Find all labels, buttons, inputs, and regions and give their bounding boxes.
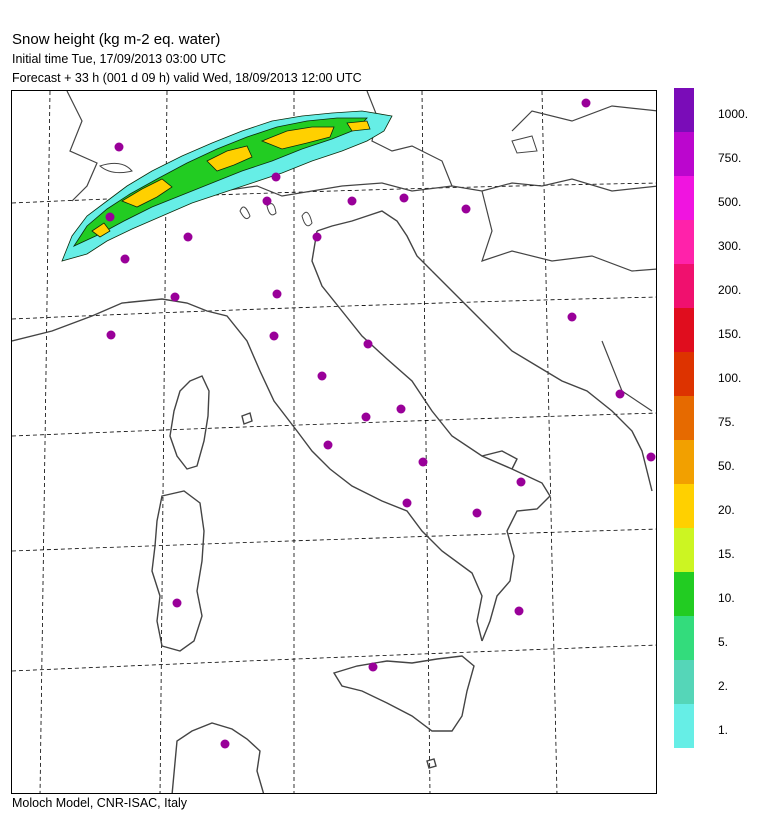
legend-swatch [674, 704, 694, 748]
station-marker [172, 598, 182, 608]
legend-swatch [674, 484, 694, 528]
legend-swatch [674, 528, 694, 572]
snow-cover [61, 110, 393, 262]
parallel-line [12, 296, 656, 320]
station-marker [170, 292, 180, 302]
sicily [332, 655, 475, 732]
station-marker [399, 193, 409, 203]
snow-high [206, 145, 253, 172]
station-marker [120, 254, 130, 264]
legend-label: 300. [718, 239, 742, 253]
meridian-line [39, 91, 51, 793]
legend-swatch [674, 352, 694, 396]
color-legend: 1. 2. 5. 10. 15. 20. 50. 75. 100. 150. 200. 300. 500… [674, 88, 760, 760]
legend-swatch [674, 88, 694, 132]
station-marker [514, 606, 524, 616]
meridian-line [159, 91, 168, 793]
legend-label: 75. [718, 415, 735, 429]
legend-label: 10. [718, 591, 735, 605]
legend-label: 1. [718, 723, 729, 737]
legend-label: 1000. [718, 107, 749, 121]
model-credit: Moloch Model, CNR-ISAC, Italy [12, 796, 188, 810]
legend-label: 20. [718, 503, 735, 517]
legend-label: 200. [718, 283, 742, 297]
station-marker [646, 452, 656, 462]
station-marker [220, 739, 230, 749]
station-marker [312, 232, 322, 242]
legend-label: 2. [718, 679, 729, 693]
snow-low [61, 110, 393, 262]
station-marker [262, 196, 272, 206]
legend-swatch [674, 308, 694, 352]
coastline-east [311, 230, 551, 642]
station-marker [615, 389, 625, 399]
parallel-line [12, 528, 656, 552]
map-canvas [12, 91, 656, 793]
station-marker [323, 440, 333, 450]
station-marker [396, 404, 406, 414]
parallel-line [12, 182, 656, 204]
meridian-line [541, 91, 558, 793]
snow-high [346, 120, 371, 132]
station-marker [418, 457, 428, 467]
legend-label: 50. [718, 459, 735, 473]
snow-map [11, 90, 657, 794]
parallel-line [12, 644, 656, 672]
legend-label: 5. [718, 635, 729, 649]
legend-swatch [674, 572, 694, 616]
chart-title: Snow height (kg m-2 eq. water) [12, 31, 221, 48]
legend-swatch [674, 660, 694, 704]
corsica [169, 375, 210, 470]
station-marker [361, 412, 371, 422]
legend-label: 150. [718, 327, 742, 341]
legend-swatch [674, 220, 694, 264]
station-marker [368, 662, 378, 672]
station-marker [271, 172, 281, 182]
snow-mid [72, 117, 368, 247]
station-marker [106, 330, 116, 340]
station-marker [363, 339, 373, 349]
lakes [98, 135, 538, 227]
legend-swatch [674, 264, 694, 308]
stations [105, 98, 656, 749]
station-marker [402, 498, 412, 508]
graticule [12, 91, 656, 793]
station-marker [317, 371, 327, 381]
coastlines [12, 210, 653, 793]
legend-swatch [674, 440, 694, 484]
legend-swatch [674, 132, 694, 176]
legend-swatch [674, 616, 694, 660]
coastline-west [12, 298, 483, 642]
station-marker [516, 477, 526, 487]
sardinia [151, 490, 205, 652]
snow-high [260, 126, 335, 150]
forecast-validity: Forecast + 33 h (001 d 09 h) valid Wed, … [12, 71, 362, 85]
snow-high [91, 222, 111, 238]
station-marker [347, 196, 357, 206]
legend-label: 15. [718, 547, 735, 561]
station-marker [183, 232, 193, 242]
station-marker [567, 312, 577, 322]
station-marker [272, 289, 282, 299]
station-marker [581, 98, 591, 108]
legend-label: 100. [718, 371, 742, 385]
station-marker [114, 142, 124, 152]
station-marker [461, 204, 471, 214]
legend-label: 750. [718, 151, 742, 165]
legend-swatch [674, 396, 694, 440]
station-marker [105, 212, 115, 222]
snow-high [121, 178, 173, 208]
legend-label: 500. [718, 195, 742, 209]
initial-time: Initial time Tue, 17/09/2013 03:00 UTC [12, 52, 227, 66]
legend-colorbar [674, 88, 694, 748]
meridian-line [421, 91, 431, 793]
legend-swatch [674, 176, 694, 220]
parallel-line [12, 412, 656, 437]
station-marker [269, 331, 279, 341]
station-marker [472, 508, 482, 518]
